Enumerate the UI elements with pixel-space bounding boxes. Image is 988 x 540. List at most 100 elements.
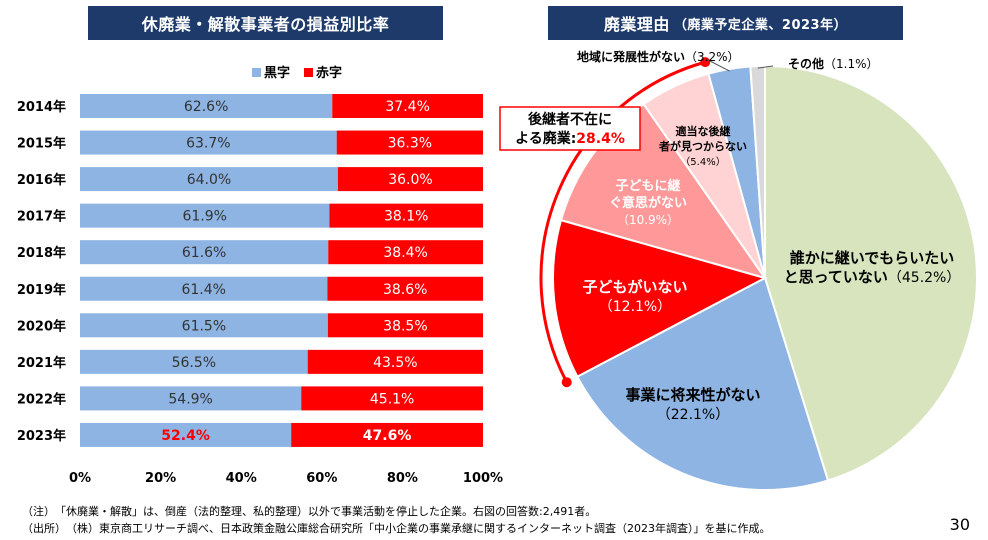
callout-box bbox=[499, 106, 641, 151]
year-label: 2020年 bbox=[17, 318, 66, 334]
right-chart-subtitle: （廃業予定企業、2023年） bbox=[673, 17, 848, 33]
slice-label-text: 誰かに継いでもらいたい bbox=[790, 249, 955, 267]
arc-end-dot bbox=[561, 377, 572, 388]
slice-label-6: その他（1.1%） bbox=[788, 56, 879, 71]
bar-segment-loss bbox=[332, 94, 483, 118]
year-label: 2023年 bbox=[17, 428, 66, 444]
slice-label-0: と思っていない（45.2%） bbox=[784, 268, 961, 286]
bar-segment-loss bbox=[336, 130, 483, 155]
slice-label-text: その他 bbox=[788, 56, 824, 71]
bar-label-loss: 36.0% bbox=[388, 172, 432, 188]
slice-pct-4: （5.4%） bbox=[680, 156, 725, 168]
x-tick-label: 40% bbox=[226, 471, 257, 486]
slice-pct-5: （3.2%） bbox=[685, 50, 740, 64]
successor-absence-arc bbox=[539, 60, 706, 383]
slice-label-5: 地域に発展性がない（3.2%） bbox=[577, 49, 740, 64]
bar-segment-profit bbox=[80, 130, 337, 155]
bar-label-loss: 38.5% bbox=[383, 318, 427, 334]
left-chart-title-text: 休廃業・解散事業者の損益別比率 bbox=[141, 15, 390, 34]
bar-label-profit: 61.6% bbox=[182, 245, 226, 261]
bar-segment-profit bbox=[80, 240, 329, 265]
bar-segment-profit bbox=[80, 349, 308, 374]
bar-segment-loss bbox=[291, 422, 483, 447]
slice-label-0: 誰かに継いでもらいたい bbox=[790, 249, 955, 267]
bar-segment-loss bbox=[327, 276, 483, 301]
slice-label-text: 事業に将来性がない bbox=[625, 386, 760, 404]
bar-segment-profit bbox=[80, 276, 328, 301]
slice-pct-3: （10.9%） bbox=[617, 213, 679, 227]
bar-label-loss: 37.4% bbox=[385, 99, 429, 115]
slice-label-text: 子どもに継 bbox=[615, 178, 680, 194]
slice-label-2: 子どもがいない bbox=[582, 278, 687, 296]
slice-label-text: ぐ意思がない bbox=[609, 195, 687, 211]
bar-segment-loss bbox=[327, 313, 483, 338]
legend-label-0: 黒字 bbox=[264, 65, 290, 81]
slice-label-text: と思っていない bbox=[784, 268, 888, 286]
year-label: 2015年 bbox=[17, 136, 66, 152]
bar-label-loss: 47.6% bbox=[363, 428, 412, 444]
bar-segment-loss bbox=[301, 386, 483, 411]
slice-label-4: 適当な後継 bbox=[676, 124, 731, 138]
left-chart-title: 休廃業・解散事業者の損益別比率 bbox=[88, 6, 443, 40]
bar-segment-profit bbox=[80, 203, 330, 228]
bar-segment-loss bbox=[307, 349, 483, 374]
x-tick-label: 100% bbox=[463, 471, 503, 486]
bar-segment-profit bbox=[80, 422, 292, 447]
year-label: 2014年 bbox=[17, 99, 66, 115]
bar-label-loss: 38.6% bbox=[383, 282, 427, 298]
bar-label-profit: 63.7% bbox=[186, 136, 230, 152]
slice-label-text: 者が見つからない bbox=[658, 139, 747, 153]
callout-value: 28.4% bbox=[576, 131, 625, 147]
slice-pct-0: （45.2%） bbox=[888, 270, 960, 286]
page-number: 30 bbox=[949, 515, 970, 534]
slice-label-4: 者が見つからない bbox=[658, 139, 747, 153]
pie-slice-2 bbox=[552, 218, 768, 378]
slice-pct-2: （12.1%） bbox=[599, 299, 671, 315]
year-label: 2017年 bbox=[17, 209, 66, 225]
slice-pct-1: （22.1%） bbox=[657, 407, 729, 423]
legend-label-1: 赤字 bbox=[316, 65, 342, 81]
bar-label-profit: 64.0% bbox=[187, 172, 231, 188]
callout-label: よる廃業: bbox=[515, 130, 576, 147]
leader-line bbox=[707, 59, 730, 72]
bar-segment-loss bbox=[337, 167, 483, 192]
bar-segment-profit bbox=[80, 386, 302, 411]
slice-label-text: 子どもがいない bbox=[582, 278, 687, 296]
bar-label-loss: 43.5% bbox=[373, 355, 417, 371]
bar-label-loss: 38.4% bbox=[383, 245, 427, 261]
year-label: 2018年 bbox=[17, 245, 66, 261]
bar-label-profit: 61.5% bbox=[182, 318, 226, 334]
right-chart-title: 廃業理由 （廃業予定企業、2023年） bbox=[548, 6, 903, 40]
pie-slice-6 bbox=[749, 64, 766, 279]
pie-slice-1 bbox=[575, 276, 830, 491]
x-tick-label: 0% bbox=[69, 471, 91, 486]
year-label: 2019年 bbox=[17, 282, 66, 298]
bar-segment-profit bbox=[80, 313, 328, 338]
bar-segment-loss bbox=[329, 203, 483, 228]
bar-label-loss: 45.1% bbox=[370, 391, 414, 407]
callout-text-1: 後継者不在に bbox=[528, 111, 612, 128]
year-label: 2021年 bbox=[17, 355, 66, 371]
x-tick-label: 20% bbox=[145, 471, 176, 486]
year-label: 2016年 bbox=[17, 172, 66, 188]
source-text: （出所） （株）東京商工リサーチ調べ、日本政策金融公庫総合研究所「中小企業の事業… bbox=[22, 522, 771, 535]
bar-label-profit: 61.9% bbox=[182, 209, 226, 225]
callout-text-2: よる廃業:28.4% bbox=[515, 130, 625, 147]
slice-label-3: 子どもに継 bbox=[615, 178, 680, 194]
note-text: （注） 「休廃業・解散」は、倒産（法的整理、私的整理）以外で事業活動を停止した企… bbox=[22, 505, 597, 518]
legend-swatch-0 bbox=[252, 68, 261, 77]
bar-label-loss: 38.1% bbox=[384, 209, 428, 225]
slice-label-3: ぐ意思がない bbox=[609, 195, 687, 211]
bar-segment-profit bbox=[80, 167, 338, 192]
bar-label-profit: 62.6% bbox=[184, 99, 228, 115]
profit-loss-bar-chart: 黒字 赤字 2014年 62.6% 37.4% 2015年 63.7% 36.3% 2016年 6… bbox=[17, 65, 503, 486]
slice-label-text: 地域に発展性がない bbox=[577, 49, 685, 64]
pie-slice-0 bbox=[764, 64, 978, 482]
bar-label-profit: 56.5% bbox=[172, 355, 216, 371]
bar-segment-profit bbox=[80, 94, 333, 118]
bar-segment-loss bbox=[328, 240, 483, 265]
bar-label-loss: 36.3% bbox=[388, 136, 432, 152]
slice-label-1: 事業に将来性がない bbox=[625, 386, 760, 404]
bar-label-profit: 54.9% bbox=[168, 391, 212, 407]
x-tick-label: 60% bbox=[306, 471, 337, 486]
